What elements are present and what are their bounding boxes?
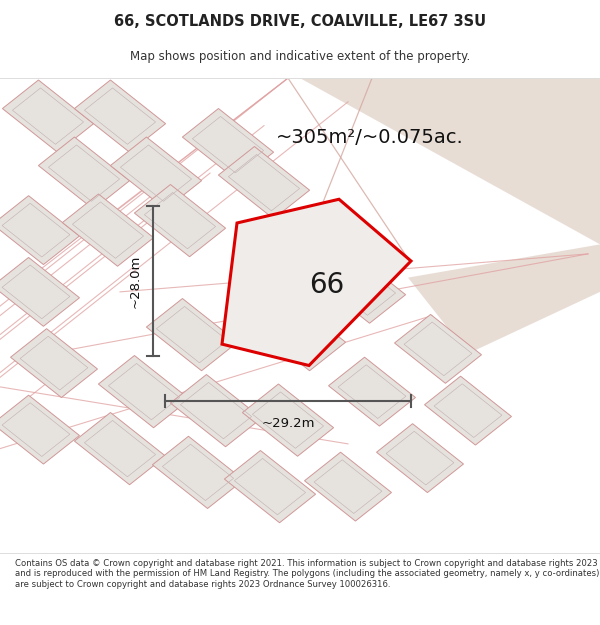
Text: 66, SCOTLANDS DRIVE, COALVILLE, LE67 3SU: 66, SCOTLANDS DRIVE, COALVILLE, LE67 3SU <box>114 14 486 29</box>
Polygon shape <box>300 78 600 244</box>
Polygon shape <box>425 376 511 445</box>
Polygon shape <box>242 384 334 456</box>
Polygon shape <box>170 374 262 447</box>
Polygon shape <box>0 258 79 326</box>
Text: 66: 66 <box>310 271 344 299</box>
Text: Contains OS data © Crown copyright and database right 2021. This information is : Contains OS data © Crown copyright and d… <box>15 559 599 589</box>
Polygon shape <box>62 194 154 266</box>
Polygon shape <box>74 80 166 152</box>
Polygon shape <box>0 196 79 264</box>
Polygon shape <box>98 356 190 428</box>
Text: ~305m²/~0.075ac.: ~305m²/~0.075ac. <box>276 128 464 147</box>
Polygon shape <box>11 329 97 398</box>
Polygon shape <box>152 436 244 509</box>
Polygon shape <box>408 244 600 354</box>
Polygon shape <box>218 146 310 219</box>
Polygon shape <box>2 80 94 152</box>
Text: ~29.2m: ~29.2m <box>261 418 315 431</box>
Polygon shape <box>254 299 346 371</box>
Polygon shape <box>0 395 79 464</box>
Polygon shape <box>329 357 415 426</box>
Polygon shape <box>182 109 274 181</box>
Text: Map shows position and indicative extent of the property.: Map shows position and indicative extent… <box>130 50 470 62</box>
Polygon shape <box>224 451 316 522</box>
Text: ~28.0m: ~28.0m <box>128 254 142 308</box>
Polygon shape <box>305 452 391 521</box>
Polygon shape <box>395 314 481 383</box>
Polygon shape <box>110 137 202 209</box>
Polygon shape <box>266 208 358 281</box>
Polygon shape <box>222 199 411 366</box>
Polygon shape <box>146 299 238 371</box>
Polygon shape <box>134 184 226 257</box>
Polygon shape <box>38 137 130 209</box>
Polygon shape <box>314 251 406 323</box>
Polygon shape <box>377 424 463 493</box>
Polygon shape <box>74 412 166 485</box>
